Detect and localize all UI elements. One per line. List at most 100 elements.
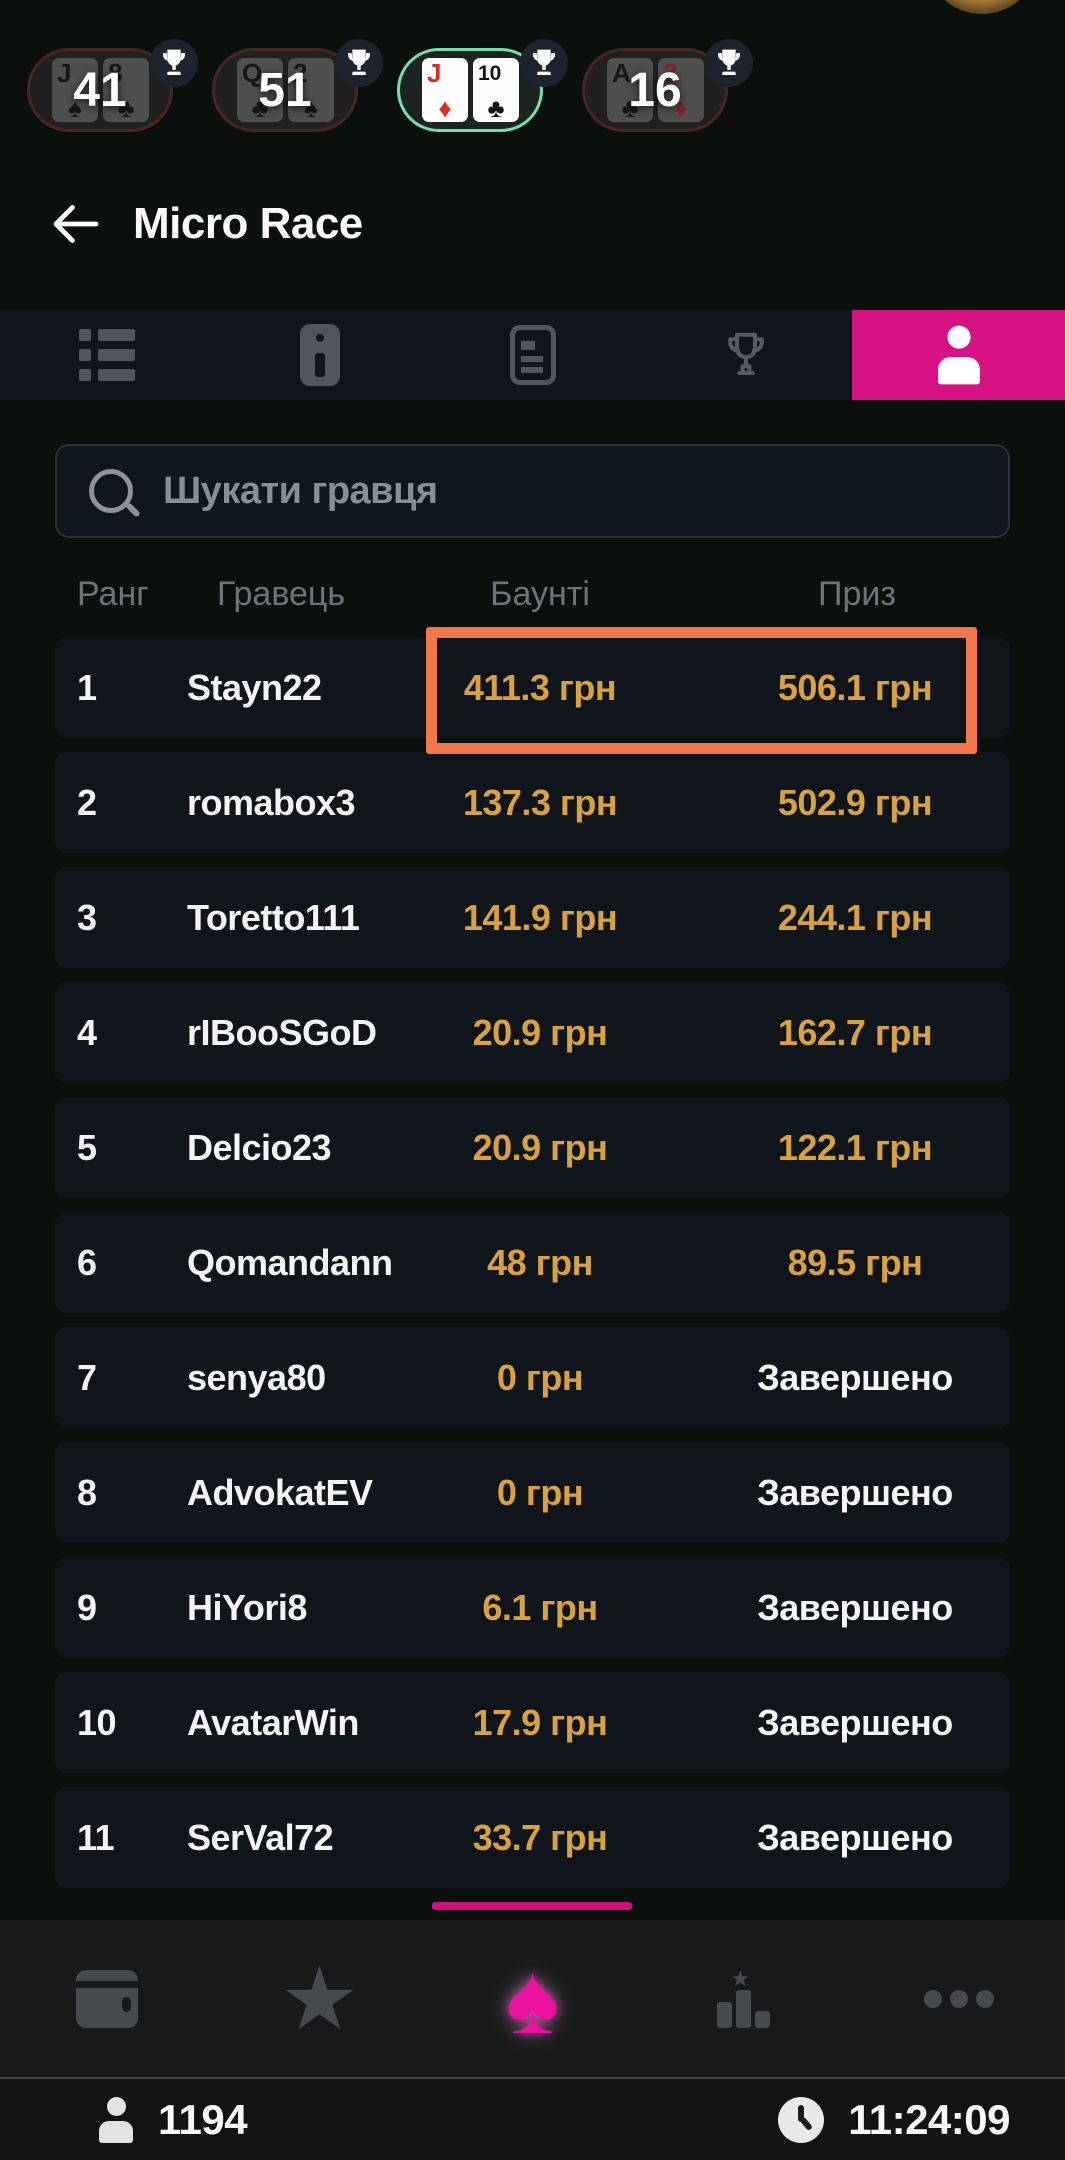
row-bounty: 411.3 грн <box>463 666 617 708</box>
card: A ♣ <box>607 58 653 122</box>
row-prize: Завершено <box>757 1471 953 1513</box>
list-item[interactable]: 5 Delcio23 20.9 грн 122.1 грн <box>55 1097 1010 1198</box>
row-prize: 122.1 грн <box>777 1126 933 1168</box>
row-player: SerVal72 <box>187 1816 334 1858</box>
card: 10 ♣ <box>473 58 519 122</box>
row-player: AvatarWin <box>187 1701 359 1743</box>
row-prize: 244.1 грн <box>777 896 933 938</box>
row-bounty: 33.7 грн <box>472 1816 608 1858</box>
table-counter <box>400 51 540 129</box>
row-prize: Завершено <box>757 1816 953 1858</box>
row-prize: 89.5 грн <box>787 1241 923 1283</box>
row-prize: Завершено <box>757 1586 953 1628</box>
table-counter: 16 <box>628 63 682 117</box>
row-prize: 162.7 грн <box>777 1011 933 1053</box>
row-rank: 11 <box>77 1816 115 1858</box>
row-rank: 9 <box>77 1586 97 1628</box>
tab-prizes[interactable] <box>639 310 852 400</box>
active-tables-row: J ♠ 8 ♣ 41 Q ♣ 2 ♠ 51 <box>0 0 1065 150</box>
current-time: 11:24:09 <box>848 2095 1010 2143</box>
divider <box>0 2077 1065 2079</box>
row-player: Stayn22 <box>187 666 322 708</box>
hole-cards: J ♠ 8 ♣ <box>52 58 149 122</box>
tab-bar <box>0 310 1065 400</box>
list-item[interactable]: 8 AdvokatEV 0 грн Завершено <box>55 1442 1010 1543</box>
row-player: senya80 <box>187 1356 326 1398</box>
bottom-nav: ★ ♠ ★ <box>0 1920 1065 2077</box>
row-rank: 7 <box>77 1356 97 1398</box>
list-item[interactable]: 11 SerVal72 33.7 грн Завершено <box>55 1787 1010 1888</box>
card: Q ♣ <box>237 58 283 122</box>
list-item[interactable]: 3 Toretto111 141.9 грн 244.1 грн <box>55 867 1010 968</box>
tab-list[interactable] <box>0 310 213 400</box>
nav-wallet[interactable] <box>0 1920 213 2077</box>
trophy-badge-icon <box>705 39 753 87</box>
row-rank: 5 <box>77 1126 97 1168</box>
card: J ♠ <box>52 58 98 122</box>
trophy-badge-icon <box>150 39 198 87</box>
mini-table[interactable]: J ♦ 10 ♣ <box>397 39 568 132</box>
card: J ♦ <box>422 58 468 122</box>
mini-table[interactable]: J ♠ 8 ♣ 41 <box>27 39 198 132</box>
row-rank: 4 <box>77 1011 97 1053</box>
row-bounty: 141.9 грн <box>462 896 618 938</box>
row-prize: 506.1 грн <box>777 666 933 708</box>
row-player: Toretto111 <box>187 896 360 938</box>
row-prize: Завершено <box>757 1701 953 1743</box>
row-prize: Завершено <box>757 1356 953 1398</box>
back-button[interactable] <box>48 196 104 252</box>
row-player: romabox3 <box>187 781 356 823</box>
leaderboard-rows: 1 Stayn22 411.3 грн 506.1 грн 2 romabox3… <box>55 637 1010 1888</box>
podium-icon: ★ <box>716 1966 775 2028</box>
hole-cards: J ♦ 10 ♣ <box>422 58 519 122</box>
tab-info[interactable] <box>213 310 426 400</box>
search-box <box>55 444 1010 538</box>
tab-players[interactable] <box>852 310 1065 400</box>
trophy-icon <box>727 332 764 376</box>
list-item[interactable]: 1 Stayn22 411.3 грн 506.1 грн <box>55 637 1010 738</box>
search-icon <box>89 469 133 513</box>
row-rank: 2 <box>77 781 97 823</box>
row-rank: 3 <box>77 896 97 938</box>
tab-structure[interactable] <box>426 310 639 400</box>
hole-cards: Q ♣ 2 ♠ <box>237 58 334 122</box>
list-item[interactable]: 4 rIBooSGoD 20.9 грн 162.7 грн <box>55 982 1010 1083</box>
title-bar: Micro Race <box>0 190 1065 260</box>
players-online: 1194 <box>96 2079 248 2160</box>
list-icon <box>78 327 135 383</box>
list-item[interactable]: 2 romabox3 137.3 грн 502.9 грн <box>55 752 1010 853</box>
header-prize: Приз <box>818 575 896 613</box>
list-item[interactable]: 10 AvatarWin 17.9 грн Завершено <box>55 1672 1010 1773</box>
wallet-icon <box>75 1969 138 2028</box>
row-rank: 1 <box>77 666 97 708</box>
row-bounty: 6.1 грн <box>482 1586 598 1628</box>
nav-poker[interactable]: ♠ <box>426 1920 639 2077</box>
row-player: rIBooSGoD <box>187 1011 377 1053</box>
card: 8 ♣ <box>103 58 149 122</box>
status-bar: 1194 11:24:09 <box>0 2079 1065 2160</box>
clock: 11:24:09 <box>778 2079 1010 2160</box>
mini-table[interactable]: Q ♣ 2 ♠ 51 <box>212 39 383 132</box>
leaderboard-header-row: Ранг Гравець Баунті Приз <box>0 575 1065 615</box>
star-icon: ★ <box>280 1948 359 2048</box>
nav-more[interactable] <box>852 1920 1065 2077</box>
row-rank: 8 <box>77 1471 97 1513</box>
row-bounty: 0 грн <box>496 1356 584 1398</box>
info-icon <box>299 324 340 386</box>
row-rank: 6 <box>77 1241 97 1283</box>
row-player: HiYori8 <box>187 1586 307 1628</box>
header-rank: Ранг <box>77 575 149 613</box>
list-item[interactable]: 7 senya80 0 грн Завершено <box>55 1327 1010 1428</box>
nav-rankings[interactable]: ★ <box>639 1920 852 2077</box>
news-icon <box>509 325 556 385</box>
nav-favorites[interactable]: ★ <box>213 1920 426 2077</box>
mini-table[interactable]: A ♣ 3 ♦ 16 <box>582 39 753 132</box>
list-item[interactable]: 9 HiYori8 6.1 грн Завершено <box>55 1557 1010 1658</box>
search-input[interactable] <box>161 468 988 514</box>
spade-icon: ♠ <box>505 1942 560 2055</box>
page-indicator <box>432 1902 632 1910</box>
row-bounty: 137.3 грн <box>462 781 618 823</box>
list-item[interactable]: 6 Qomandann 48 грн 89.5 грн <box>55 1212 1010 1313</box>
row-bounty: 48 грн <box>487 1241 593 1283</box>
